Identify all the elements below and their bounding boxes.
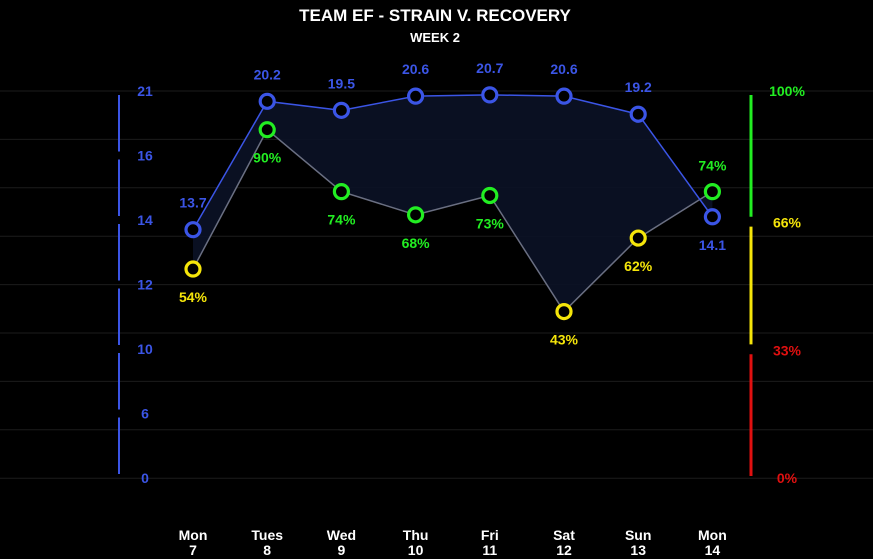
strain-data-label: 20.6: [550, 61, 577, 77]
chart-subtitle: WEEK 2: [410, 30, 460, 45]
recovery-data-label: 74%: [698, 158, 727, 174]
left-axis-tick-label: 12: [137, 277, 153, 293]
left-axis-tick-label: 14: [137, 212, 153, 228]
strain-point: [555, 87, 573, 105]
left-axis-tick-label: 21: [137, 83, 153, 99]
x-axis-day-label: Wed: [327, 527, 356, 543]
strain-point: [481, 86, 499, 104]
series-data-labels: 13.7 20.2 19.5 20.6 20.7 20.6 19.2 14.1 54% 90% 74…: [179, 60, 727, 348]
x-axis-day-label: Sun: [625, 527, 651, 543]
recovery-line: [192, 128, 713, 313]
grid-lines: [0, 90, 873, 479]
x-axis-date-label: 7: [189, 542, 197, 558]
strain-data-label: 14.1: [699, 237, 726, 253]
recovery-data-label: 43%: [550, 332, 579, 348]
recovery-point: [555, 302, 573, 321]
x-axis-day-label: Mon: [698, 527, 727, 543]
strain-recovery-band: [193, 94, 713, 312]
strain-data-label: 20.2: [254, 66, 281, 82]
x-axis-date-label: 9: [338, 542, 346, 558]
strain-point: [407, 87, 425, 105]
strain-data-label: 20.6: [402, 61, 429, 77]
x-axis-date-label: 14: [705, 542, 721, 558]
strain-data-label: 19.2: [625, 79, 652, 95]
recovery-point: [481, 186, 499, 205]
x-axis-date-label: 13: [630, 542, 646, 558]
left-axis-tick-label: 0: [141, 470, 149, 486]
strain-data-label: 20.7: [476, 60, 503, 76]
right-axis-tick-label: 100%: [769, 83, 805, 99]
strain-recovery-band-fill: [193, 94, 713, 312]
left-axis: 21 16 14 12 10 6 0: [118, 83, 153, 486]
left-axis-tick-label: 16: [137, 148, 153, 164]
recovery-point: [629, 229, 647, 247]
strain-point: [332, 101, 350, 119]
right-axis-tick-label: 0%: [777, 470, 798, 486]
strain-point: [703, 208, 722, 226]
strain-data-label: 19.5: [328, 75, 355, 91]
recovery-data-label: 62%: [624, 258, 653, 274]
recovery-point: [703, 183, 722, 201]
x-axis-date-label: 8: [263, 542, 271, 558]
recovery-point: [332, 183, 350, 201]
recovery-data-label: 74%: [327, 212, 356, 228]
left-axis-tick-label: 10: [137, 341, 153, 357]
recovery-point: [407, 206, 425, 224]
series-lines: [192, 94, 714, 313]
right-axis: 100% 66% 33% 0%: [749, 83, 805, 486]
x-axis-day-label: Sat: [553, 527, 575, 543]
left-axis-tick-label: 6: [141, 406, 149, 422]
right-axis-tick-label: 66%: [773, 215, 802, 231]
strain-point: [258, 92, 276, 110]
recovery-point: [258, 121, 276, 139]
x-axis-date-label: 10: [408, 542, 424, 558]
x-axis-day-label: Mon: [179, 527, 208, 543]
recovery-data-label: 68%: [402, 235, 431, 251]
x-axis-day-label: Thu: [403, 527, 429, 543]
chart-title: TEAM EF - STRAIN V. RECOVERY: [299, 6, 571, 25]
strain-data-label: 13.7: [179, 195, 206, 211]
strain-point: [629, 105, 647, 123]
strain-point: [184, 221, 202, 239]
recovery-data-label: 73%: [476, 215, 505, 231]
right-axis-tick-label: 33%: [773, 342, 802, 358]
recovery-point: [184, 260, 202, 278]
strain-line: [192, 94, 714, 231]
x-axis-day-label: Fri: [481, 527, 499, 543]
x-axis-date-label: 11: [482, 542, 497, 558]
x-axis-day-label: Tues: [251, 527, 283, 543]
recovery-data-label: 90%: [253, 150, 282, 166]
recovery-data-label: 54%: [179, 289, 208, 305]
series-points: [184, 86, 722, 321]
x-axis-date-label: 12: [556, 542, 572, 558]
